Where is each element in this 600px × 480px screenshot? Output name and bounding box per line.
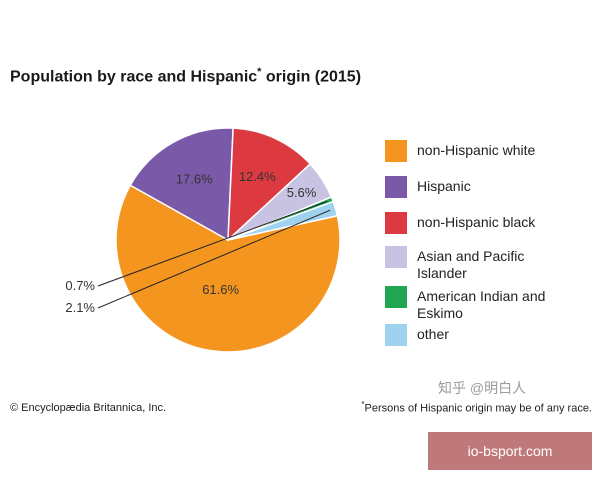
legend-item-non-hispanic-white: non-Hispanic white: [385, 140, 567, 162]
legend-item-non-hispanic-black: non-Hispanic black: [385, 212, 567, 234]
data-label-asian-and-pacific-islander: 5.6%: [287, 185, 317, 200]
legend-item-asian-pacific-islander: Asian and Pacific Islander: [385, 246, 567, 282]
pie-slice-non-hispanic-black: [227, 127, 312, 242]
footnote-asterisk: *: [361, 400, 365, 409]
data-label-american-indian-and-eskimo: 0.7%: [65, 278, 95, 293]
legend-label: non-Hispanic white: [417, 142, 536, 158]
pie-labels: 61.6% 17.6% 12.4% 5.6% 0.7% 2.1%: [65, 169, 331, 315]
title-asterisk: *: [257, 66, 262, 78]
data-label-other: 2.1%: [65, 300, 95, 315]
watermark: 知乎 @明白人: [438, 380, 527, 396]
pie-slices: [115, 127, 341, 353]
footnote-text: Persons of Hispanic origin may be of any…: [364, 402, 592, 415]
legend-swatch: [385, 212, 407, 234]
legend-swatch: [385, 324, 407, 346]
chart-title-suffix: origin (2015): [261, 68, 362, 86]
site-banner: io-bsport.com: [428, 432, 592, 470]
legend-label: other: [417, 326, 449, 342]
legend-swatch: [385, 176, 407, 198]
legend-item-other: other: [385, 324, 567, 346]
footnote: *Persons of Hispanic origin may be of an…: [361, 400, 592, 415]
data-label-non-hispanic-black: 12.4%: [239, 169, 276, 184]
legend-item-american-indian-eskimo: American Indian and Eskimo: [385, 286, 567, 322]
chart-title-text: Population by race and Hispanic: [10, 68, 258, 86]
legend-label: Asian and Pacific Islander: [417, 248, 525, 281]
legend-item-hispanic: Hispanic: [385, 176, 567, 198]
legend-label: non-Hispanic black: [417, 214, 536, 230]
legend-swatch: [385, 286, 407, 308]
leader-line-american-indian-and-eskimo: [97, 200, 328, 287]
pie-slice-hispanic: [129, 127, 234, 242]
legend-swatch: [385, 140, 407, 162]
data-label-hispanic: 17.6%: [176, 171, 213, 186]
pie-slice-non-hispanic-white: [115, 184, 341, 353]
chart-title: Population by race and Hispanic* origin …: [10, 66, 361, 86]
pie-slice-other: [227, 200, 339, 241]
legend-label: Hispanic: [417, 178, 471, 194]
legend-swatch: [385, 246, 407, 268]
legend-label: American Indian and Eskimo: [417, 288, 546, 321]
data-label-non-hispanic-white: 61.6%: [202, 282, 239, 297]
leader-line-other: [97, 209, 331, 309]
copyright-notice: © Encyclopædia Britannica, Inc.: [10, 402, 167, 414]
